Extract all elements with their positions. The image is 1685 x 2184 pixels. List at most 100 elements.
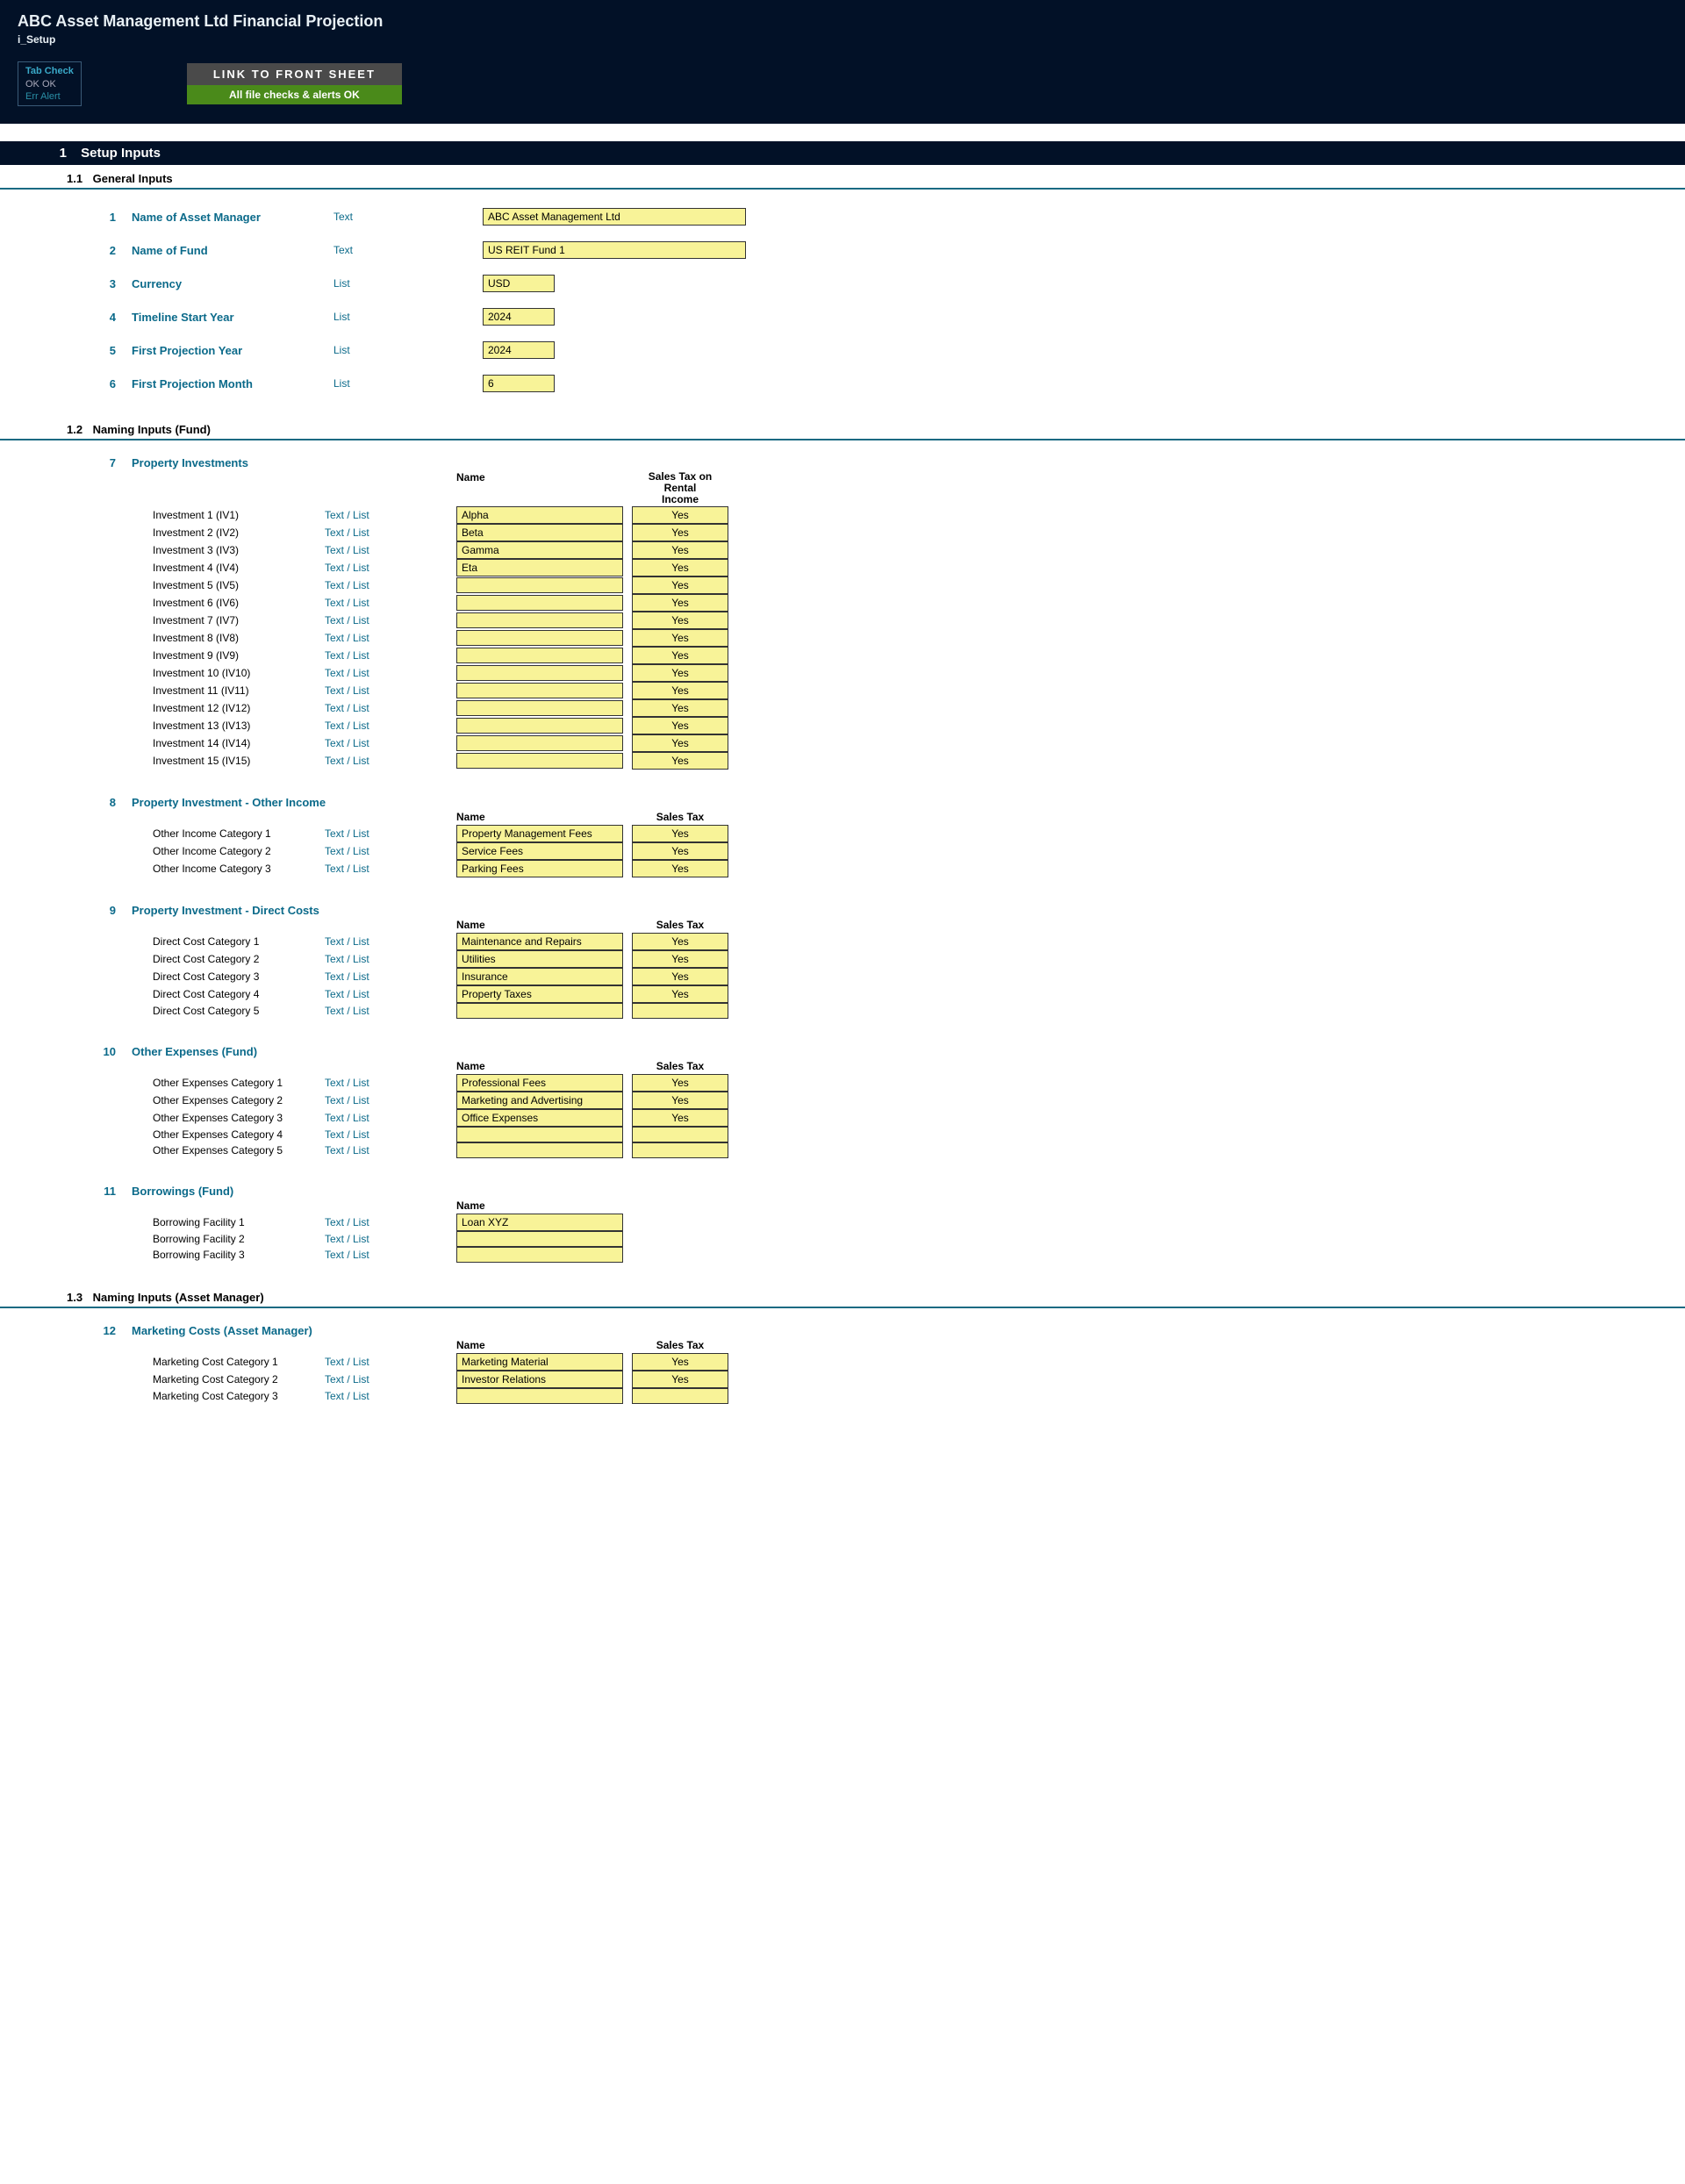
name-cell[interactable]: Investor Relations — [456, 1371, 623, 1388]
name-cell[interactable]: Professional Fees — [456, 1074, 623, 1092]
tab-check-ok: OK OK — [25, 79, 74, 90]
tax-cell[interactable]: Yes — [632, 524, 728, 541]
col1-header: Name — [456, 1060, 632, 1074]
tax-cell[interactable]: Yes — [632, 860, 728, 877]
name-cell[interactable]: Maintenance and Repairs — [456, 933, 623, 950]
tax-cell[interactable]: Yes — [632, 752, 728, 770]
name-cell[interactable] — [456, 595, 623, 611]
name-cell[interactable]: Property Taxes — [456, 985, 623, 1003]
tax-cell[interactable]: Yes — [632, 1371, 728, 1388]
tab-check-title: Tab Check — [25, 66, 74, 76]
name-cell[interactable] — [456, 718, 623, 734]
name-cell[interactable]: Eta — [456, 559, 623, 576]
sub-1-2-num: 1.2 — [67, 423, 90, 436]
tax-cell[interactable]: Yes — [632, 664, 728, 682]
tax-cell[interactable] — [632, 1127, 728, 1142]
tax-cell[interactable]: Yes — [632, 717, 728, 734]
tax-cell[interactable] — [632, 1388, 728, 1404]
tax-cell[interactable]: Yes — [632, 825, 728, 842]
tax-cell[interactable]: Yes — [632, 647, 728, 664]
name-cell[interactable] — [456, 1388, 623, 1404]
block-num: 8 — [0, 796, 132, 809]
name-cell[interactable]: Insurance — [456, 968, 623, 985]
item-label: Investment 13 (IV13) — [140, 720, 325, 732]
item-type: Text / List — [325, 755, 456, 767]
tax-cell[interactable]: Yes — [632, 842, 728, 860]
input-cell[interactable]: USD — [483, 275, 555, 292]
input-cell[interactable]: 6 — [483, 375, 555, 392]
input-cell[interactable]: 2024 — [483, 341, 555, 359]
row-label: First Projection Month — [132, 377, 333, 390]
tax-cell[interactable]: Yes — [632, 699, 728, 717]
name-cell[interactable] — [456, 1003, 623, 1019]
tax-cell[interactable]: Yes — [632, 576, 728, 594]
naming-block: 11Borrowings (Fund)NameBorrowing Facilit… — [0, 1179, 1685, 1263]
name-cell[interactable]: Parking Fees — [456, 860, 623, 877]
name-cell[interactable]: Marketing and Advertising — [456, 1092, 623, 1109]
item-label: Direct Cost Category 2 — [140, 953, 325, 965]
item-type: Text / List — [325, 1216, 456, 1228]
name-cell[interactable] — [456, 665, 623, 681]
list-item: Other Expenses Category 5Text / List — [0, 1142, 1685, 1158]
tax-cell[interactable]: Yes — [632, 950, 728, 968]
general-inputs-rows: 1Name of Asset ManagerTextABC Asset Mana… — [0, 200, 1685, 400]
input-cell[interactable]: ABC Asset Management Ltd — [483, 208, 746, 226]
tax-cell[interactable]: Yes — [632, 629, 728, 647]
naming-block: 9Property Investment - Direct CostsNameS… — [0, 899, 1685, 1019]
name-cell[interactable]: Loan XYZ — [456, 1214, 623, 1231]
name-cell[interactable] — [456, 577, 623, 593]
name-cell[interactable] — [456, 700, 623, 716]
input-row: 4Timeline Start YearList2024 — [0, 300, 1685, 333]
item-type: Text / List — [325, 1112, 456, 1124]
item-type: Text / List — [325, 1144, 456, 1156]
item-label: Direct Cost Category 1 — [140, 935, 325, 948]
name-cell[interactable]: Utilities — [456, 950, 623, 968]
name-cell[interactable] — [456, 1142, 623, 1158]
tax-cell[interactable]: Yes — [632, 968, 728, 985]
tax-cell[interactable]: Yes — [632, 506, 728, 524]
name-cell[interactable]: Property Management Fees — [456, 825, 623, 842]
tax-cell[interactable]: Yes — [632, 1353, 728, 1371]
tax-cell[interactable] — [632, 1003, 728, 1019]
name-cell[interactable]: Service Fees — [456, 842, 623, 860]
row-type: Text — [333, 211, 483, 223]
list-item: Investment 2 (IV2)Text / ListBetaYes — [0, 524, 1685, 541]
name-cell[interactable] — [456, 1127, 623, 1142]
sub-1-1-num: 1.1 — [67, 172, 90, 185]
link-front-sheet-button[interactable]: LINK TO FRONT SHEET — [187, 63, 402, 85]
input-cell[interactable]: 2024 — [483, 308, 555, 326]
name-cell[interactable] — [456, 753, 623, 769]
name-cell[interactable] — [456, 630, 623, 646]
item-type: Text / List — [325, 1094, 456, 1106]
name-cell[interactable] — [456, 735, 623, 751]
tax-cell[interactable]: Yes — [632, 1074, 728, 1092]
name-cell[interactable]: Alpha — [456, 506, 623, 524]
name-cell[interactable] — [456, 612, 623, 628]
tax-cell[interactable]: Yes — [632, 594, 728, 612]
list-item: Investment 3 (IV3)Text / ListGammaYes — [0, 541, 1685, 559]
name-cell[interactable] — [456, 683, 623, 698]
name-cell[interactable] — [456, 1247, 623, 1263]
name-cell[interactable]: Beta — [456, 524, 623, 541]
name-cell[interactable]: Marketing Material — [456, 1353, 623, 1371]
tax-cell[interactable]: Yes — [632, 734, 728, 752]
tax-cell[interactable]: Yes — [632, 559, 728, 576]
col1-header: Name — [456, 919, 632, 933]
tax-cell[interactable]: Yes — [632, 612, 728, 629]
tax-cell[interactable]: Yes — [632, 1109, 728, 1127]
tax-cell[interactable] — [632, 1142, 728, 1158]
tax-cell[interactable]: Yes — [632, 541, 728, 559]
tax-cell[interactable]: Yes — [632, 1092, 728, 1109]
input-cell[interactable]: US REIT Fund 1 — [483, 241, 746, 259]
item-label: Direct Cost Category 4 — [140, 988, 325, 1000]
name-cell[interactable] — [456, 1231, 623, 1247]
name-cell[interactable]: Gamma — [456, 541, 623, 559]
item-label: Investment 12 (IV12) — [140, 702, 325, 714]
name-cell[interactable] — [456, 648, 623, 663]
name-cell[interactable]: Office Expenses — [456, 1109, 623, 1127]
tax-cell[interactable]: Yes — [632, 985, 728, 1003]
tax-cell[interactable]: Yes — [632, 933, 728, 950]
tax-cell[interactable]: Yes — [632, 682, 728, 699]
list-item: Marketing Cost Category 2Text / ListInve… — [0, 1371, 1685, 1388]
row-label: Name of Fund — [132, 244, 333, 257]
